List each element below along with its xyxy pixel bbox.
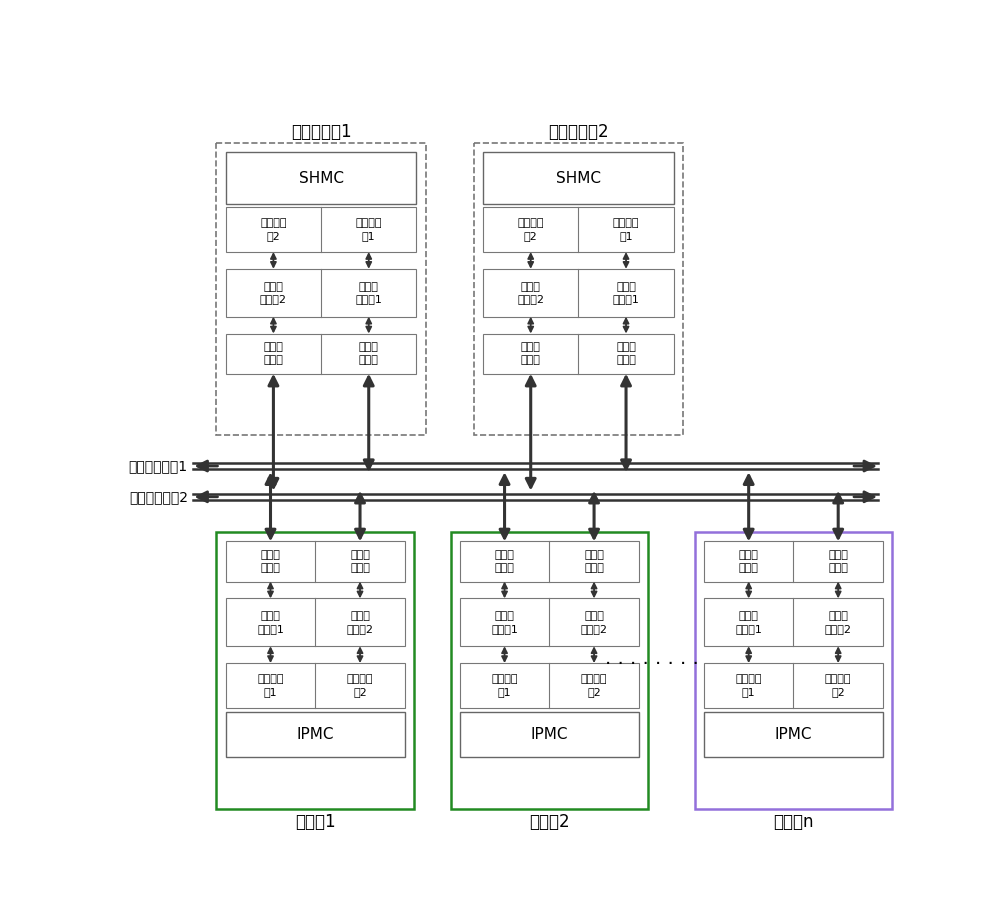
Text: 机电管理盘2: 机电管理盘2 [548,123,609,141]
Text: 总线接
口芯片1: 总线接 口芯片1 [355,281,382,304]
Bar [460,664,639,708]
Text: 总线控制
器2: 总线控制 器2 [347,675,373,697]
Bar [483,208,674,252]
Text: 机电管理盘1: 机电管理盘1 [291,123,351,141]
Text: 总线接
口电路: 总线接 口电路 [495,550,514,573]
Text: 总线接
口芯片2: 总线接 口芯片2 [260,281,287,304]
Text: 总线接
口电路: 总线接 口电路 [521,343,541,365]
Text: 总线接
口电路: 总线接 口电路 [584,550,604,573]
Text: 总线控制
器1: 总线控制 器1 [491,675,518,697]
Bar [226,598,405,646]
Text: 总线控制
器1: 总线控制 器1 [257,675,284,697]
Text: 总线接
口电路: 总线接 口电路 [263,343,283,365]
Text: IPMC: IPMC [775,727,812,743]
Bar [460,598,639,646]
Text: 总线控制
器1: 总线控制 器1 [355,219,382,241]
Bar [695,532,892,810]
Bar [226,334,416,374]
Bar [460,712,639,757]
Text: SHMC: SHMC [299,171,344,186]
Text: 总线接
口电路: 总线接 口电路 [828,550,848,573]
Text: 总线接
口芯片1: 总线接 口芯片1 [491,611,518,633]
Bar [450,532,648,810]
Text: 总线接
口电路: 总线接 口电路 [616,343,636,365]
Text: 总线接
口芯片2: 总线接 口芯片2 [347,611,374,633]
Bar [474,142,683,436]
Bar [704,712,883,757]
Text: IPMC: IPMC [531,727,568,743]
Text: 总线接
口芯片1: 总线接 口芯片1 [257,611,284,633]
Text: 总线接
口电路: 总线接 口电路 [350,550,370,573]
Text: 机电管理总线1: 机电管理总线1 [129,459,188,473]
Bar [226,664,405,708]
Text: 业务盘n: 业务盘n [773,812,814,831]
Bar [216,532,414,810]
Text: 总线接
口电路: 总线接 口电路 [261,550,280,573]
Text: 总线控制
器1: 总线控制 器1 [613,219,639,241]
Bar [226,541,405,582]
Text: 机电管理总线2: 机电管理总线2 [129,490,188,504]
Text: 总线控制
器2: 总线控制 器2 [825,675,851,697]
Text: 总线控制
器2: 总线控制 器2 [517,219,544,241]
Text: · · · · · · · ·: · · · · · · · · [605,655,699,675]
Text: IPMC: IPMC [297,727,334,743]
Bar [460,541,639,582]
Bar [483,152,674,204]
Text: 总线接
口芯片2: 总线接 口芯片2 [581,611,608,633]
Bar [216,142,426,436]
Bar [226,152,416,204]
Text: SHMC: SHMC [556,171,601,186]
Text: 总线接
口芯片1: 总线接 口芯片1 [613,281,639,304]
Bar [483,334,674,374]
Bar [226,712,405,757]
Text: 总线控制
器2: 总线控制 器2 [581,675,607,697]
Text: 总线接
口芯片2: 总线接 口芯片2 [517,281,544,304]
Text: 总线接
口电路: 总线接 口电路 [739,550,759,573]
Text: 总线接
口芯片1: 总线接 口芯片1 [735,611,762,633]
Text: 总线控制
器1: 总线控制 器1 [735,675,762,697]
Text: 业务盘1: 业务盘1 [295,812,336,831]
Bar [704,541,883,582]
Bar [226,208,416,252]
Text: 总线接
口芯片2: 总线接 口芯片2 [825,611,852,633]
Bar [704,598,883,646]
Bar [226,269,416,317]
Bar [483,269,674,317]
Bar [704,664,883,708]
Text: 总线控制
器2: 总线控制 器2 [260,219,287,241]
Text: 业务盘2: 业务盘2 [529,812,570,831]
Text: 总线接
口电路: 总线接 口电路 [359,343,379,365]
